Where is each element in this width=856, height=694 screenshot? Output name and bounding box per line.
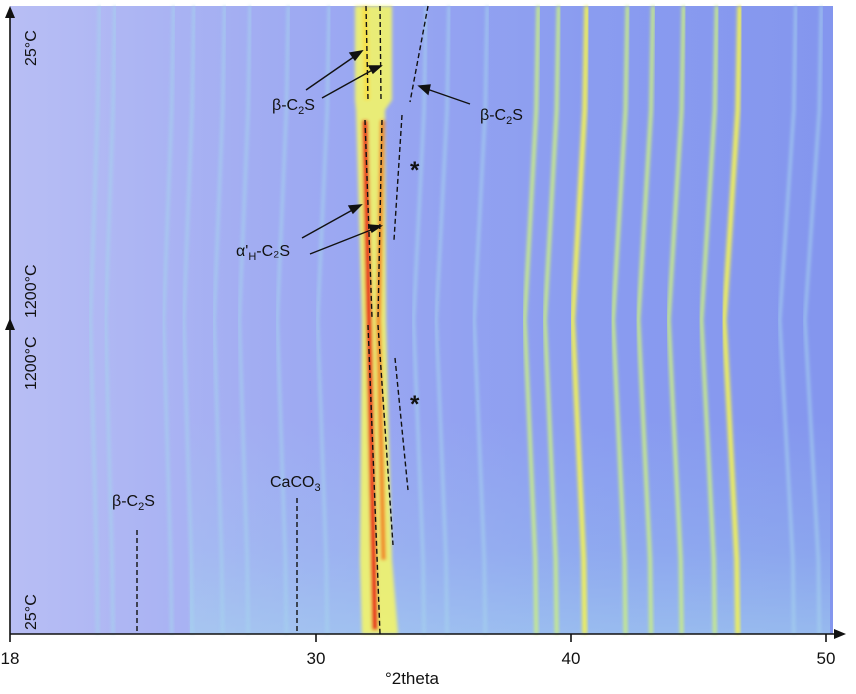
y-label-heating-end: 1200°C — [23, 336, 40, 390]
reflection-line — [434, 5, 451, 635]
guide-star-upper — [393, 114, 403, 241]
reflection-line — [88, 5, 102, 635]
annotation-arrows — [301, 50, 471, 255]
y-axis-arrow-upper — [5, 6, 15, 18]
reflection-line — [803, 5, 823, 635]
y-label-cooling-end: 25°C — [23, 30, 40, 66]
arrowhead — [367, 224, 384, 234]
dashed-guide-lines — [136, 5, 429, 635]
label-star-lower: * — [410, 391, 420, 418]
reflection-line — [522, 5, 541, 635]
arrowhead — [417, 84, 431, 96]
x-axis: 18 30 40 50 °2theta — [1, 629, 846, 688]
y-label-heating-start: 25°C — [23, 594, 40, 630]
guide-star-lower — [394, 357, 409, 491]
arrowhead — [348, 50, 364, 62]
reflection-line — [542, 5, 561, 635]
arrowhead — [367, 65, 383, 75]
x-tick-label-40: 40 — [562, 649, 581, 668]
reflection-line — [778, 5, 798, 635]
guide-alpha-left — [364, 119, 373, 319]
x-tick-label-50: 50 — [817, 649, 836, 668]
arrow-beta-2 — [321, 67, 377, 99]
arrowhead — [347, 204, 363, 215]
x-tick-label-18: 18 — [1, 649, 20, 668]
reflection-line — [182, 5, 196, 635]
label-caco3: CaCO3 — [270, 474, 321, 494]
main-peak-core-right — [376, 120, 386, 560]
annotation-labels: β-C2S β-C2S α'H-C₂S β-C2S CaCO3 * * — [112, 97, 523, 513]
reflection-line — [570, 5, 590, 635]
reflection-line — [472, 5, 489, 635]
x-axis-ticks: 18 30 40 50 — [1, 634, 836, 668]
reflection-line — [699, 5, 719, 635]
label-beta-c2s-bottom: β-C2S — [112, 493, 155, 513]
x-axis-arrow — [834, 629, 846, 639]
reflection-line — [666, 5, 686, 635]
arrow-beta-right — [423, 87, 471, 105]
reflection-line — [412, 5, 428, 635]
reflection-line — [212, 5, 227, 635]
top-peak-left — [362, 6, 370, 100]
x-axis-label: °2theta — [385, 669, 440, 688]
guide-cool-right — [377, 324, 394, 546]
reflection-line — [721, 5, 743, 635]
temperature-axis: 25°C 1200°C 1200°C 25°C — [5, 6, 40, 634]
reflection-line — [104, 5, 117, 635]
label-beta-c2s-top-left: β-C2S — [272, 97, 315, 117]
arrow-alpha-2 — [309, 227, 377, 255]
reflection-line — [275, 5, 290, 635]
arrow-beta-1 — [305, 53, 359, 91]
x-tick-label-30: 30 — [307, 649, 326, 668]
label-beta-c2s-top-right: β-C2S — [480, 107, 523, 127]
guide-alpha-right — [377, 119, 383, 319]
label-alpha-h-c2s: α'H-C₂S — [236, 243, 290, 263]
label-star-upper: * — [410, 157, 420, 184]
reflection-line — [237, 5, 252, 635]
arrow-alpha-1 — [301, 207, 357, 239]
guide-beta-right — [409, 5, 429, 103]
reflection-line — [611, 5, 630, 635]
reflection-lines — [88, 5, 823, 635]
y-label-cooling-start: 1200°C — [23, 264, 40, 318]
reflection-line — [162, 5, 176, 635]
guide-cool-left — [367, 324, 381, 635]
reflection-line — [636, 5, 656, 635]
